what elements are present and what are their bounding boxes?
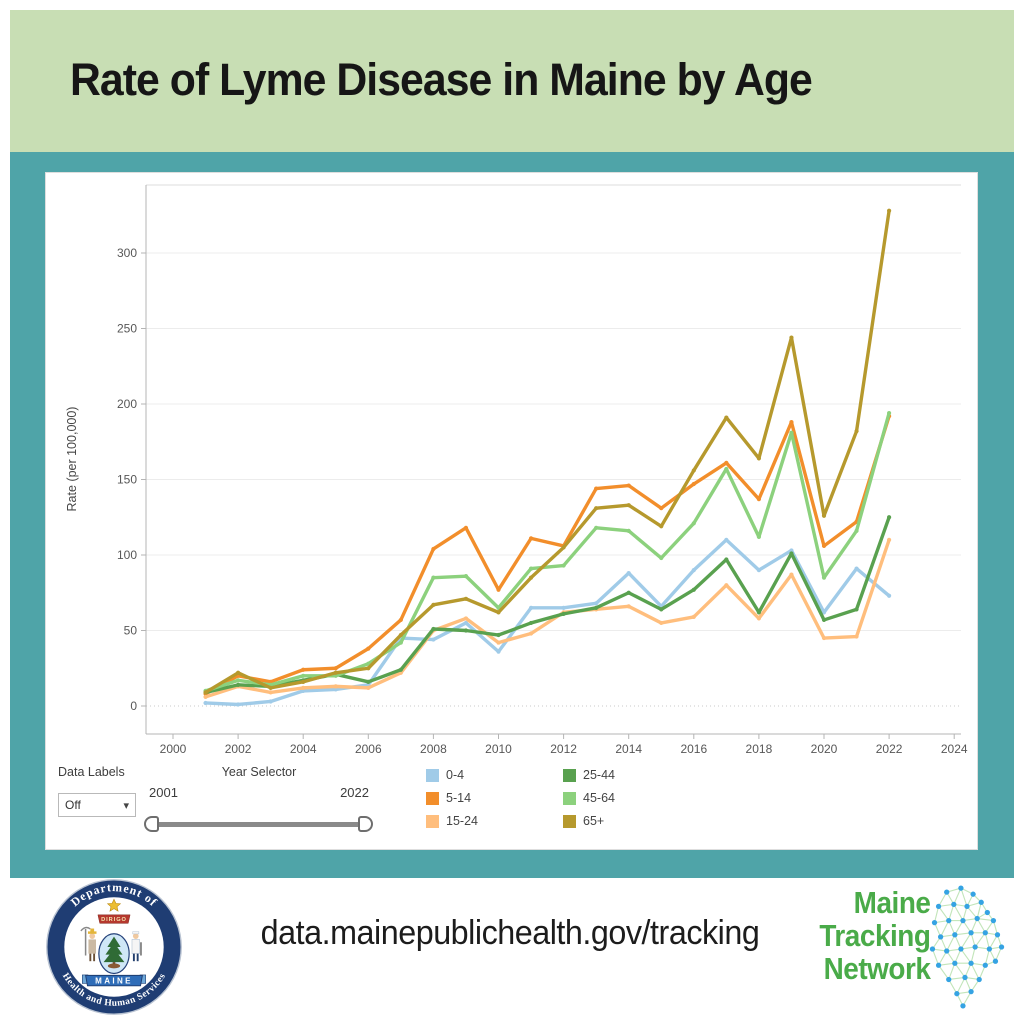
svg-text:2022: 2022 [876, 742, 903, 756]
svg-text:300: 300 [117, 246, 137, 260]
svg-text:2016: 2016 [680, 742, 707, 756]
svg-text:2018: 2018 [746, 742, 773, 756]
mtn-logo-line: Maine [853, 885, 930, 920]
mtn-logo-line: Network [823, 951, 930, 986]
svg-text:2024: 2024 [941, 742, 968, 756]
svg-text:2006: 2006 [355, 742, 382, 756]
slider-handle-right[interactable] [358, 816, 373, 832]
svg-text:2000: 2000 [160, 742, 187, 756]
year-selector-label: Year Selector [221, 765, 297, 779]
data-labels-value: Off [65, 798, 81, 812]
svg-text:100: 100 [117, 548, 137, 562]
legend-swatch [426, 791, 439, 805]
slider-handle-left[interactable] [144, 816, 159, 832]
svg-text:2014: 2014 [615, 742, 642, 756]
legend-column-2: 25-44 45-64 65+ [563, 768, 615, 828]
svg-text:50: 50 [124, 624, 138, 638]
svg-text:2002: 2002 [225, 742, 252, 756]
legend-item-5-14[interactable]: 5-14 [426, 791, 478, 805]
svg-text:0: 0 [130, 699, 137, 713]
svg-text:2008: 2008 [420, 742, 447, 756]
legend-label: 0-4 [446, 768, 465, 782]
y-axis-title: Rate (per 100,000) [65, 407, 79, 512]
legend-label: 65+ [583, 814, 605, 828]
footer-band: Department of Health and Human Services … [10, 878, 1014, 1015]
legend-item-0-4[interactable]: 0-4 [426, 768, 478, 782]
north-star-icon [106, 898, 122, 912]
footer-url: data.mainepublichealth.gov/tracking [260, 914, 760, 952]
svg-text:250: 250 [117, 322, 137, 336]
legend-label: 5-14 [446, 791, 472, 805]
legend-item-65plus[interactable]: 65+ [563, 814, 615, 828]
legend-swatch [563, 791, 576, 805]
legend-item-45-64[interactable]: 45-64 [563, 791, 615, 805]
legend-label: 15-24 [446, 814, 478, 828]
svg-text:2010: 2010 [485, 742, 512, 756]
dashboard-card: Rate (per 100,000) 0 50 100 150 200 250 300 200… [45, 172, 978, 850]
legend-label: 45-64 [583, 791, 615, 805]
mtn-network-maine-graphic [929, 885, 1005, 1009]
chevron-down-icon: ▾ [123, 799, 129, 812]
legend-label: 25-44 [583, 768, 615, 782]
seal-banner-text: MAINE [95, 976, 133, 985]
legend-column-1: 0-4 5-14 15-24 [426, 768, 478, 828]
legend-swatch [563, 768, 576, 782]
legend-swatch [563, 814, 576, 828]
svg-text:2012: 2012 [550, 742, 577, 756]
page-title: Rate of Lyme Disease in Maine by Age [70, 54, 813, 105]
mtn-logo-text: Maine Tracking Network [818, 885, 931, 986]
legend-swatch [426, 768, 439, 782]
year-range-end: 2022 [340, 785, 369, 800]
data-labels-dropdown[interactable]: Off ▾ [58, 793, 136, 817]
legend-item-15-24[interactable]: 15-24 [426, 814, 478, 828]
year-range-slider[interactable] [144, 815, 373, 833]
header-band: Rate of Lyme Disease in Maine by Age [10, 10, 1014, 152]
mtn-logo-line: Tracking [818, 918, 931, 953]
lyme-rate-line-chart[interactable]: Rate (per 100,000) 0 50 100 150 200 250 300 200… [46, 173, 979, 851]
svg-text:150: 150 [117, 473, 137, 487]
svg-text:2004: 2004 [290, 742, 317, 756]
year-range-start: 2001 [149, 785, 178, 800]
legend-swatch [426, 814, 439, 828]
svg-text:200: 200 [117, 397, 137, 411]
maine-dhhs-seal-logo: Department of Health and Human Services … [46, 879, 182, 1015]
data-labels-label: Data Labels [58, 765, 125, 779]
legend-item-25-44[interactable]: 25-44 [563, 768, 615, 782]
seal-motto: DIRIGO [101, 917, 127, 923]
slider-track[interactable] [151, 821, 366, 827]
svg-text:2020: 2020 [811, 742, 838, 756]
